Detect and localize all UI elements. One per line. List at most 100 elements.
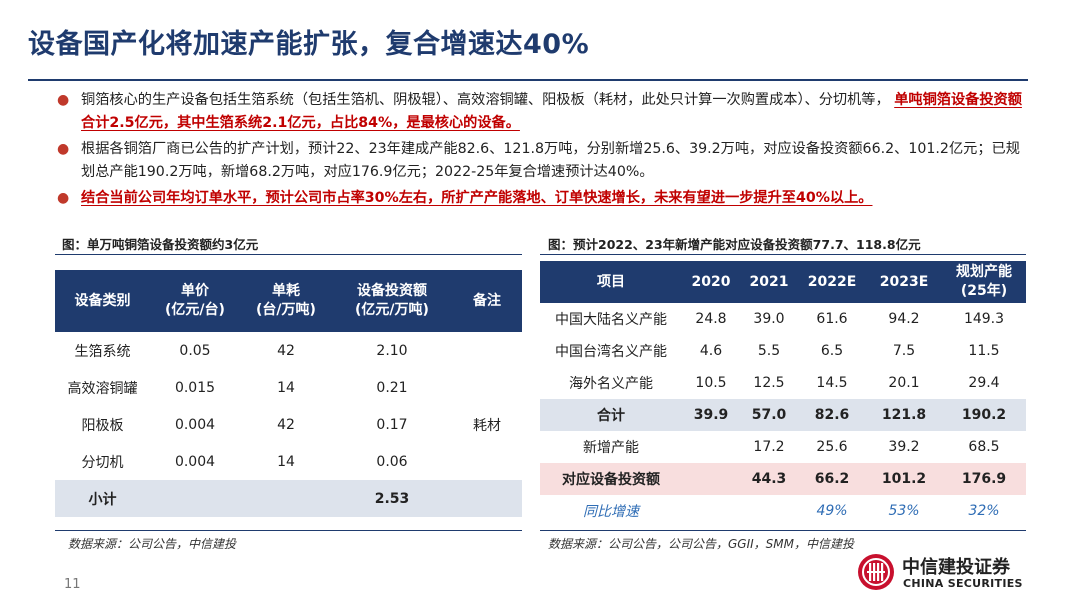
table-header-row: 设备类别 单价 (亿元/台) 单耗 (台/万吨) 设备投资额 (亿元/万吨) 备注	[55, 270, 522, 332]
col-header: 2022E	[798, 261, 866, 303]
table-cell: 海外名义产能	[569, 376, 653, 392]
table-cell: 5.5	[757, 343, 781, 359]
table-row: 中国大陆名义产能 24.8 39.0 61.6 94.2 149.3	[540, 303, 1026, 335]
title-divider	[28, 79, 1028, 81]
equipment-investment-table: 设备类别 单价 (亿元/台) 单耗 (台/万吨) 设备投资额 (亿元/万吨) 备注 生…	[55, 270, 522, 517]
col-header: 单耗 (台/万吨)	[240, 270, 332, 332]
table-cell	[682, 431, 740, 463]
table-cell	[682, 463, 740, 495]
table-cell: 12.5	[753, 375, 785, 391]
table-growth-row: 同比增速 49% 53% 32%	[540, 495, 1026, 527]
table1-caption: 图：单万吨铜箔设备投资额约3亿元	[62, 237, 259, 252]
table1-source: 数据来源：公司公告，中信建投	[68, 537, 237, 551]
table-cell: 39.0	[753, 311, 785, 327]
table-row: 阳极板 0.004 42 0.17 耗材	[55, 406, 522, 443]
table-cell	[150, 480, 240, 517]
table-cell: 0.17	[376, 416, 408, 433]
table-cell	[452, 480, 522, 517]
col-header: 设备投资额 (亿元/万吨)	[332, 270, 452, 332]
table-investment-row: 对应设备投资额 44.3 66.2 101.2 176.9	[540, 463, 1026, 495]
table1-source-rule	[55, 530, 522, 531]
table1-caption-rule	[55, 254, 522, 255]
table-cell: 0.05	[179, 342, 211, 359]
table-cell: 新增产能	[583, 440, 639, 456]
table-cell: 合计	[540, 399, 682, 431]
table-cell: 0.004	[174, 453, 216, 470]
table-cell: 24.8	[695, 311, 727, 327]
table-cell: 94.2	[888, 311, 920, 327]
table-cell: 57.0	[740, 399, 798, 431]
page-title: 设备国产化将加速产能扩张，复合增速达40%	[28, 29, 590, 60]
table-cell: 0.21	[376, 379, 408, 396]
table-row: 分切机 0.004 14 0.06	[55, 443, 522, 480]
col-header: 规划产能 (25年)	[942, 261, 1026, 303]
table-cell	[452, 332, 522, 369]
col-header: 项目	[540, 261, 682, 303]
table2-source-rule	[540, 530, 1026, 531]
table-cell: 0.004	[174, 416, 216, 433]
table-row: 高效溶铜罐 0.015 14 0.21	[55, 369, 522, 406]
table-cell: 2.53	[332, 480, 452, 517]
bullet-list: ● 铜箔核心的生产设备包括生箔系统（包括生箔机、阴极辊）、高效溶铜罐、阳极板（耗…	[55, 89, 1030, 213]
table-total-row: 小计 2.53	[55, 480, 522, 517]
table-cell: 0.015	[174, 379, 216, 396]
bullet-item: ● 铜箔核心的生产设备包括生箔系统（包括生箔机、阴极辊）、高效溶铜罐、阳极板（耗…	[55, 89, 1030, 135]
col-header: 2021	[740, 261, 798, 303]
table-cell	[740, 495, 798, 527]
table-row: 生箔系统 0.05 42 2.10	[55, 332, 522, 369]
capacity-table: 项目 2020 2021 2022E 2023E 规划产能 (25年) 中国大陆名…	[540, 261, 1026, 527]
table-cell: 耗材	[473, 417, 501, 434]
table-cell: 0.06	[376, 453, 408, 470]
table-cell: 14	[277, 379, 295, 396]
table-cell: 同比增速	[583, 504, 639, 520]
table-cell: 176.9	[942, 463, 1026, 495]
china-securities-logo-icon	[858, 554, 894, 590]
table-cell: 101.2	[866, 463, 942, 495]
table-cell: 68.5	[968, 439, 1000, 455]
table-total-row: 合计 39.9 57.0 82.6 121.8 190.2	[540, 399, 1026, 431]
table-cell: 中国大陆名义产能	[555, 312, 667, 328]
table-cell: 小计	[55, 480, 150, 517]
bullet-dot-icon: ●	[57, 92, 70, 108]
table-cell: 中国台湾名义产能	[555, 344, 667, 360]
table-cell	[452, 443, 522, 480]
table-cell: 39.9	[682, 399, 740, 431]
table-cell: 分切机	[81, 454, 124, 471]
col-header: 设备类别	[55, 270, 150, 332]
table-cell: 11.5	[968, 343, 1000, 359]
table-row: 海外名义产能 10.5 12.5 14.5 20.1 29.4	[540, 367, 1026, 399]
table-cell	[452, 369, 522, 406]
table-cell: 49%	[816, 503, 848, 519]
table-cell: 4.6	[699, 343, 723, 359]
table-cell: 高效溶铜罐	[67, 380, 138, 397]
table-cell: 82.6	[798, 399, 866, 431]
table-cell: 对应设备投资额	[540, 463, 682, 495]
table-cell: 10.5	[695, 375, 727, 391]
bullet-text: 根据各铜箔厂商已公告的扩产计划，预计22、23年建成产能82.6、121.8万吨…	[81, 141, 1020, 180]
table-cell: 61.6	[816, 311, 848, 327]
col-header: 2020	[682, 261, 740, 303]
logo-name-en: CHINA SECURITIES	[903, 577, 1023, 590]
table-cell: 53%	[888, 503, 920, 519]
table-cell	[682, 495, 740, 527]
table-new-capacity-row: 新增产能 17.2 25.6 39.2 68.5	[540, 431, 1026, 463]
table-cell: 25.6	[816, 439, 848, 455]
table-row: 中国台湾名义产能 4.6 5.5 6.5 7.5 11.5	[540, 335, 1026, 367]
bullet-highlight: 结合当前公司年均订单水平，预计公司市占率30%左右，所扩产产能落地、订单快速增长…	[81, 190, 873, 206]
table-cell: 14.5	[816, 375, 848, 391]
page-number: 11	[64, 577, 81, 592]
table-cell: 20.1	[888, 375, 920, 391]
table-cell: 生箔系统	[74, 343, 131, 360]
table-cell: 39.2	[888, 439, 920, 455]
table2-caption: 图：预计2022、23年新增产能对应设备投资额77.7、118.8亿元	[548, 237, 921, 252]
bullet-highlight: 单吨铜箔设备投资额合计2.5亿元，其中生箔系统2.1亿元，占比84%，是最核心的…	[81, 92, 1022, 131]
table-cell: 14	[277, 453, 295, 470]
table-cell: 190.2	[942, 399, 1026, 431]
logo-name-cn: 中信建投证券	[902, 557, 1010, 578]
col-header: 单价 (亿元/台)	[150, 270, 240, 332]
table-cell: 17.2	[753, 439, 785, 455]
bullet-item: ● 结合当前公司年均订单水平，预计公司市占率30%左右，所扩产产能落地、订单快速…	[55, 187, 1030, 210]
bullet-item: ● 根据各铜箔厂商已公告的扩产计划，预计22、23年建成产能82.6、121.8…	[55, 138, 1030, 184]
table-cell: 6.5	[820, 343, 844, 359]
bullet-text: 铜箔核心的生产设备包括生箔系统（包括生箔机、阴极辊）、高效溶铜罐、阳极板（耗材，…	[81, 92, 890, 108]
